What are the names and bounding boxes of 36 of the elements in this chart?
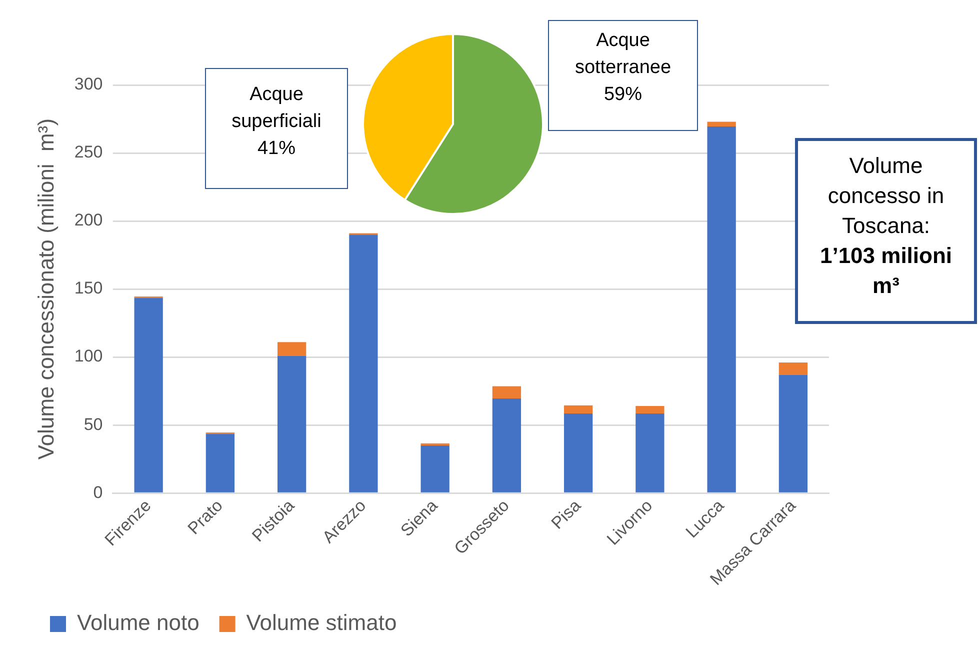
y-tick-label: 150 — [74, 278, 103, 298]
annotation: Volume concesso in Toscana: — [826, 152, 946, 240]
bar — [564, 405, 593, 414]
y-tick-label: 50 — [84, 414, 103, 434]
bar — [564, 414, 593, 492]
data-label: 59% — [602, 83, 644, 107]
y-tick-label: 100 — [74, 346, 103, 366]
x-tick-label: Pisa — [548, 496, 585, 533]
annotation: 1’103 milioni m³ — [818, 242, 954, 300]
bar — [636, 414, 664, 492]
bar — [349, 234, 378, 492]
bar — [707, 126, 736, 492]
data-label: 41% — [256, 137, 297, 161]
bar — [420, 445, 450, 492]
callout-box: Acque superficiali 41% — [205, 68, 348, 189]
bar — [492, 386, 522, 399]
bar — [778, 362, 808, 375]
text-box: Volume concesso in Toscana: 1’103 milioni m³ — [795, 138, 977, 324]
y-axis-title: Volume concessionato (milioni m³) — [33, 118, 58, 460]
slice-label: Acque superficiali — [230, 83, 322, 134]
y-tick-label: 300 — [74, 74, 103, 94]
bar — [134, 298, 163, 492]
callout-box: Acque sotterranee 59% — [548, 20, 698, 131]
bar — [778, 374, 808, 492]
bar — [492, 398, 522, 492]
slice-label: Acque sotterranee — [574, 29, 672, 80]
bar — [636, 406, 664, 414]
y-tick-label: 0 — [93, 482, 103, 502]
bar — [278, 356, 306, 492]
legend-label: Volume stimato — [246, 610, 397, 636]
y-tick-label: 250 — [74, 142, 103, 162]
bar — [206, 434, 235, 492]
y-tick-label: 200 — [74, 210, 103, 230]
bar — [278, 342, 306, 356]
legend-label: Volume noto — [77, 610, 200, 636]
bar — [707, 122, 736, 126]
